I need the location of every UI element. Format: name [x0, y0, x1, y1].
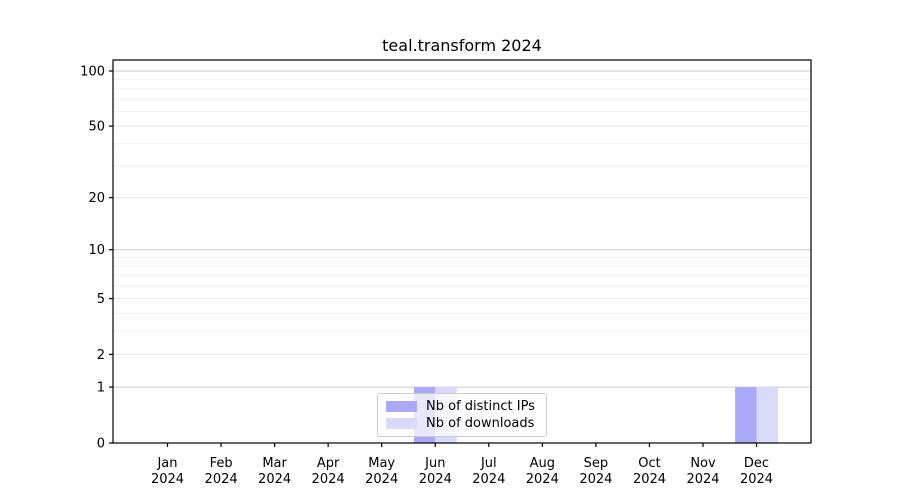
x-tick-label-month: Jul [480, 456, 497, 471]
x-tick-label-month: Mar [262, 456, 287, 471]
x-tick-label-year: 2024 [419, 472, 452, 487]
x-tick-label-year: 2024 [633, 472, 666, 487]
x-tick-label-month: Dec [744, 456, 769, 471]
x-tick-label-year: 2024 [472, 472, 505, 487]
legend: Nb of distinct IPs Nb of downloads [377, 393, 547, 437]
y-tick-label: 5 [97, 292, 105, 307]
y-tick-label: 2 [97, 348, 105, 363]
x-tick-label-month: Oct [638, 456, 660, 471]
y-tick-label: 0 [97, 437, 105, 452]
x-tick-label-year: 2024 [579, 472, 612, 487]
y-tick-label: 1 [97, 381, 105, 396]
x-tick-label-month: May [368, 456, 395, 471]
x-tick-label-month: Apr [317, 456, 340, 471]
legend-swatch-downloads [386, 418, 417, 429]
x-tick-label-month: Jun [424, 456, 445, 471]
x-tick-label-month: Aug [530, 456, 555, 471]
x-tick-label-month: Feb [210, 456, 233, 471]
legend-item-distinct-ips: Nb of distinct IPs [386, 398, 538, 415]
legend-swatch-distinct-ips [386, 401, 417, 412]
y-tick-label: 50 [88, 120, 105, 135]
x-tick-label-year: 2024 [258, 472, 291, 487]
bar [735, 387, 757, 443]
x-tick-label-year: 2024 [205, 472, 238, 487]
x-tick-label-month: Sep [584, 456, 609, 471]
x-tick-label-month: Jan [156, 456, 177, 471]
legend-label-downloads: Nb of downloads [426, 416, 535, 431]
chart-title: teal.transform 2024 [382, 36, 542, 55]
x-tick-label-year: 2024 [686, 472, 719, 487]
legend-item-downloads: Nb of downloads [386, 415, 538, 432]
x-tick-label-year: 2024 [151, 472, 184, 487]
y-tick-label: 10 [88, 243, 105, 258]
x-tick-label-year: 2024 [740, 472, 773, 487]
y-tick-label: 20 [88, 191, 105, 206]
plot-border [112, 59, 812, 444]
y-tick-label: 100 [80, 65, 105, 80]
x-tick-label-year: 2024 [312, 472, 345, 487]
x-tick-label-year: 2024 [365, 472, 398, 487]
x-tick-label-year: 2024 [526, 472, 559, 487]
x-tick-label-month: Nov [690, 456, 716, 471]
bar [756, 387, 778, 443]
legend-label-distinct-ips: Nb of distinct IPs [426, 399, 535, 414]
